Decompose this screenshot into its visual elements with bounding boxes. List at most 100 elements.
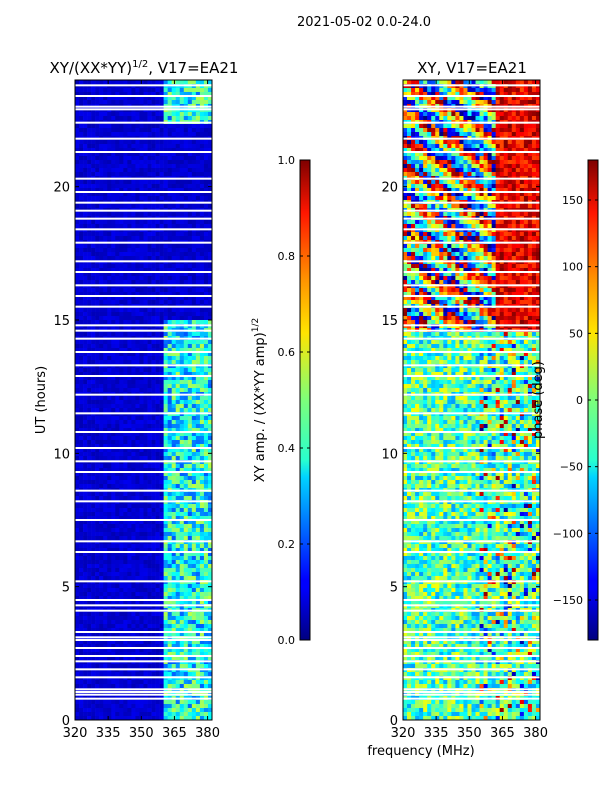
heatmap-cell	[163, 388, 168, 393]
heatmap-cell	[155, 232, 160, 237]
heatmap-cell	[187, 280, 193, 285]
heatmap-cell	[179, 192, 185, 197]
heatmap-cell	[111, 516, 116, 521]
heatmap-cell	[155, 612, 160, 617]
heatmap-cell	[163, 616, 168, 621]
heatmap-cell	[191, 288, 197, 293]
heatmap-cell	[95, 496, 100, 501]
heatmap-cell	[123, 300, 128, 305]
heatmap-cell	[119, 128, 124, 133]
heatmap-cell	[147, 648, 152, 653]
heatmap-cell	[175, 424, 181, 429]
heatmap-cell	[207, 96, 213, 101]
heatmap-cell	[95, 312, 100, 317]
heatmap-cell	[83, 204, 88, 209]
heatmap-cell	[119, 132, 124, 137]
heatmap-cell	[127, 148, 132, 153]
heatmap-cell	[95, 292, 100, 297]
heatmap-cell	[91, 432, 96, 437]
heatmap-cell	[83, 512, 88, 517]
heatmap-cell	[83, 188, 88, 193]
heatmap-cell	[75, 528, 80, 533]
heatmap-cell	[163, 212, 168, 217]
heatmap-cell	[135, 520, 140, 525]
heatmap-cell	[143, 648, 148, 653]
heatmap-cell	[195, 376, 201, 381]
heatmap-cell	[119, 464, 124, 469]
heatmap-cell	[167, 152, 173, 157]
heatmap-cell	[203, 656, 209, 661]
heatmap-cell	[83, 276, 88, 281]
heatmap-cell	[95, 436, 100, 441]
heatmap-cell	[111, 224, 116, 229]
heatmap-cell	[75, 432, 80, 437]
heatmap-cell	[75, 404, 80, 409]
heatmap-cell	[131, 268, 136, 273]
heatmap-cell	[195, 644, 201, 649]
heatmap-cell	[123, 420, 128, 425]
heatmap-cell	[107, 148, 112, 153]
heatmap-cell	[131, 128, 136, 133]
heatmap-cell	[175, 144, 181, 149]
heatmap-cell	[75, 416, 80, 421]
heatmap-cell	[179, 584, 185, 589]
heatmap-cell	[171, 504, 177, 509]
heatmap-cell	[83, 572, 88, 577]
heatmap-cell	[99, 640, 104, 645]
heatmap-cell	[175, 316, 181, 321]
heatmap-cell	[139, 628, 144, 633]
heatmap-cell	[207, 528, 213, 533]
heatmap-cell	[99, 632, 104, 637]
heatmap-cell	[191, 652, 197, 657]
heatmap-cell	[195, 432, 201, 437]
heatmap-cell	[203, 164, 209, 169]
heatmap-cell	[79, 508, 84, 513]
heatmap-cell	[163, 204, 168, 209]
heatmap-cell	[191, 572, 197, 577]
heatmap-cell	[127, 524, 132, 529]
heatmap-cell	[95, 416, 100, 421]
heatmap-cell	[183, 484, 189, 489]
heatmap-cell	[131, 652, 136, 657]
heatmap-cell	[115, 252, 120, 257]
heatmap-cell	[159, 480, 164, 485]
heatmap-cell	[143, 448, 148, 453]
heatmap-cell	[127, 592, 132, 597]
heatmap-cell	[95, 180, 100, 185]
heatmap-cell	[179, 592, 185, 597]
heatmap-cell	[163, 628, 168, 633]
heatmap-cell	[99, 196, 104, 201]
heatmap-cell	[163, 484, 168, 489]
heatmap-cell	[75, 140, 80, 145]
heatmap-cell	[195, 148, 201, 153]
heatmap-cell	[187, 588, 193, 593]
heatmap-cell	[123, 356, 128, 361]
heatmap-cell	[135, 556, 140, 561]
heatmap-cell	[183, 508, 189, 513]
heatmap-cell	[187, 480, 193, 485]
heatmap-cell	[203, 464, 209, 469]
heatmap-cell	[123, 508, 128, 513]
heatmap-cell	[135, 140, 140, 145]
heatmap-cell	[159, 616, 164, 621]
heatmap-cell	[179, 520, 185, 525]
heatmap-cell	[159, 320, 164, 325]
heatmap-cell	[163, 536, 168, 541]
heatmap-cell	[203, 424, 209, 429]
heatmap-cell	[75, 396, 80, 401]
heatmap-cell	[143, 184, 148, 189]
heatmap-cell	[79, 572, 84, 577]
heatmap-cell	[163, 340, 168, 345]
heatmap-cell	[167, 252, 173, 257]
heatmap-cell	[111, 440, 116, 445]
heatmap-cell	[99, 612, 104, 617]
heatmap-cell	[175, 452, 181, 457]
heatmap-cell	[135, 448, 140, 453]
heatmap-cell	[207, 264, 213, 269]
heatmap-cell	[127, 88, 132, 93]
heatmap-cell	[203, 152, 209, 157]
heatmap-cell	[187, 296, 193, 301]
heatmap-cell	[155, 552, 160, 557]
heatmap-cell	[187, 316, 193, 321]
heatmap-cell	[191, 480, 197, 485]
